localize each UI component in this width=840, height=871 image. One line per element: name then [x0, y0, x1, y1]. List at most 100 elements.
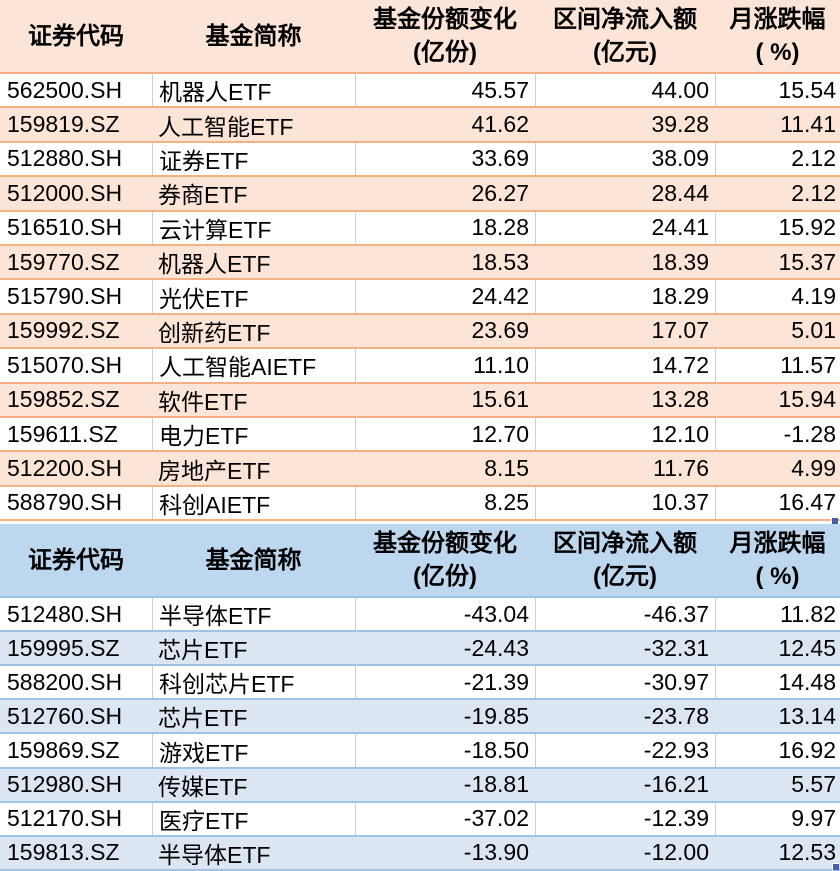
- cell-monthly_pct[interactable]: 15.94: [778, 386, 836, 413]
- cell-monthly_pct[interactable]: 4.99: [791, 454, 836, 481]
- cell-share_change[interactable]: -19.85: [463, 702, 529, 729]
- cell-share_change[interactable]: -13.90: [463, 839, 529, 866]
- cell-name[interactable]: 科创AIETF: [152, 486, 355, 520]
- cell-net_inflow[interactable]: -30.97: [535, 666, 715, 699]
- cell-code[interactable]: 515790.SH: [7, 283, 123, 310]
- cell-share_change[interactable]: 23.69: [471, 317, 529, 344]
- cell-net_inflow[interactable]: 17.07: [651, 317, 709, 344]
- cell-name[interactable]: 芯片ETF: [158, 637, 248, 664]
- cell-monthly_pct[interactable]: 15.92: [715, 211, 840, 244]
- cell-share_change[interactable]: 24.42: [355, 280, 535, 313]
- cell-code[interactable]: 516510.SH: [7, 214, 123, 241]
- column-header[interactable]: 基金份额变化 (亿份): [355, 524, 535, 596]
- cell-monthly_pct[interactable]: 16.47: [715, 486, 840, 520]
- cell-name[interactable]: 半导体ETF: [152, 598, 355, 631]
- cell-code[interactable]: 562500.SH: [7, 76, 123, 103]
- cell-monthly_pct[interactable]: 2.12: [791, 179, 836, 206]
- cell-name[interactable]: 机器人ETF: [152, 74, 355, 107]
- cell-name[interactable]: 创新药ETF: [158, 319, 271, 346]
- cell-code[interactable]: 159869.SZ: [7, 737, 120, 763]
- cell-code[interactable]: 512980.SH: [7, 771, 123, 798]
- cell-code[interactable]: 512000.SH: [7, 179, 123, 206]
- cell-share_change[interactable]: 18.28: [355, 211, 535, 244]
- cell-monthly_pct[interactable]: 5.57: [791, 771, 836, 798]
- column-header[interactable]: 区间净流入额 (亿元): [535, 524, 715, 596]
- cell-name[interactable]: 机器人ETF: [158, 251, 271, 278]
- cell-net_inflow[interactable]: 11.76: [653, 454, 709, 481]
- column-header[interactable]: 月涨跌幅 ( %): [715, 0, 840, 72]
- cell-monthly_pct[interactable]: -1.28: [715, 417, 840, 451]
- cell-net_inflow[interactable]: 38.09: [535, 142, 715, 176]
- cell-name[interactable]: 芯片ETF: [158, 705, 248, 732]
- cell-share_change[interactable]: -21.39: [355, 666, 535, 699]
- cell-share_change[interactable]: 12.70: [355, 417, 535, 451]
- cell-share_change[interactable]: 33.69: [355, 142, 535, 176]
- cell-share_change[interactable]: 41.62: [471, 111, 529, 138]
- cell-net_inflow[interactable]: 14.72: [535, 349, 715, 382]
- cell-net_inflow[interactable]: -46.37: [535, 598, 715, 631]
- cell-code[interactable]: 515070.SH: [7, 351, 123, 378]
- cell-code[interactable]: 159995.SZ: [7, 634, 120, 661]
- cell-monthly_pct[interactable]: 12.45: [778, 634, 836, 661]
- cell-code[interactable]: 512200.SH: [7, 454, 123, 481]
- fill-handle-icon[interactable]: [831, 517, 838, 524]
- cell-net_inflow[interactable]: 18.29: [535, 280, 715, 313]
- cell-share_change[interactable]: -37.02: [355, 802, 535, 835]
- cell-net_inflow[interactable]: -12.00: [643, 839, 709, 866]
- cell-code[interactable]: 512880.SH: [7, 145, 123, 172]
- cell-name[interactable]: 科创芯片ETF: [152, 666, 355, 699]
- cell-code[interactable]: 588790.SH: [7, 489, 123, 516]
- cell-share_change[interactable]: -24.43: [463, 634, 529, 661]
- cell-code[interactable]: 512170.SH: [7, 805, 123, 832]
- cell-net_inflow[interactable]: -23.78: [643, 702, 709, 729]
- cell-monthly_pct[interactable]: 16.92: [715, 734, 840, 767]
- cell-share_change[interactable]: 26.27: [471, 179, 529, 206]
- cell-net_inflow[interactable]: -12.39: [535, 802, 715, 835]
- cell-net_inflow[interactable]: 10.37: [535, 486, 715, 520]
- cell-share_change[interactable]: 15.61: [471, 386, 529, 413]
- cell-monthly_pct[interactable]: 4.19: [715, 280, 840, 313]
- cell-share_change[interactable]: -18.50: [355, 734, 535, 767]
- cell-net_inflow[interactable]: 24.41: [535, 211, 715, 244]
- cell-net_inflow[interactable]: 12.10: [535, 417, 715, 451]
- cell-name[interactable]: 半导体ETF: [158, 841, 271, 868]
- cell-code[interactable]: 588200.SH: [7, 668, 123, 695]
- cell-monthly_pct[interactable]: 11.82: [715, 598, 840, 631]
- cell-name[interactable]: 房地产ETF: [158, 457, 271, 484]
- cell-code[interactable]: 159770.SZ: [7, 248, 120, 275]
- cell-name[interactable]: 券商ETF: [158, 182, 248, 209]
- cell-monthly_pct[interactable]: 13.14: [778, 702, 836, 729]
- cell-code[interactable]: 159852.SZ: [7, 386, 120, 413]
- cell-net_inflow[interactable]: 44.00: [535, 74, 715, 107]
- column-header[interactable]: 区间净流入额 (亿元): [535, 0, 715, 72]
- cell-monthly_pct[interactable]: 11.41: [780, 111, 836, 138]
- cell-name[interactable]: 云计算ETF: [152, 211, 355, 244]
- cell-share_change[interactable]: 45.57: [355, 74, 535, 107]
- cell-name[interactable]: 游戏ETF: [152, 734, 355, 767]
- cell-net_inflow[interactable]: -22.93: [535, 734, 715, 767]
- cell-monthly_pct[interactable]: 12.53: [778, 839, 836, 866]
- column-header[interactable]: 基金简称: [152, 0, 355, 72]
- cell-monthly_pct[interactable]: 15.37: [778, 248, 836, 275]
- cell-net_inflow[interactable]: -32.31: [643, 634, 709, 661]
- cell-share_change[interactable]: 18.53: [471, 248, 529, 275]
- fill-handle-icon[interactable]: [832, 863, 839, 870]
- column-header[interactable]: 月涨跌幅 ( %): [715, 524, 840, 596]
- cell-monthly_pct[interactable]: 14.48: [715, 666, 840, 699]
- cell-name[interactable]: 传媒ETF: [158, 773, 248, 800]
- column-header[interactable]: 证券代码: [0, 524, 152, 596]
- cell-share_change[interactable]: -18.81: [463, 771, 529, 798]
- cell-monthly_pct[interactable]: 9.97: [715, 802, 840, 835]
- cell-code[interactable]: 159819.SZ: [7, 111, 120, 138]
- cell-name[interactable]: 医疗ETF: [152, 802, 355, 835]
- cell-code[interactable]: 512480.SH: [7, 600, 123, 627]
- column-header[interactable]: 基金份额变化 (亿份): [355, 0, 535, 72]
- cell-code[interactable]: 159992.SZ: [7, 317, 120, 344]
- cell-name[interactable]: 光伏ETF: [152, 280, 355, 313]
- cell-share_change[interactable]: 8.25: [355, 486, 535, 520]
- cell-net_inflow[interactable]: -16.21: [643, 771, 709, 798]
- cell-net_inflow[interactable]: 18.39: [651, 248, 709, 275]
- cell-name[interactable]: 证券ETF: [152, 142, 355, 176]
- cell-code[interactable]: 159813.SZ: [7, 839, 120, 866]
- cell-share_change[interactable]: -43.04: [355, 598, 535, 631]
